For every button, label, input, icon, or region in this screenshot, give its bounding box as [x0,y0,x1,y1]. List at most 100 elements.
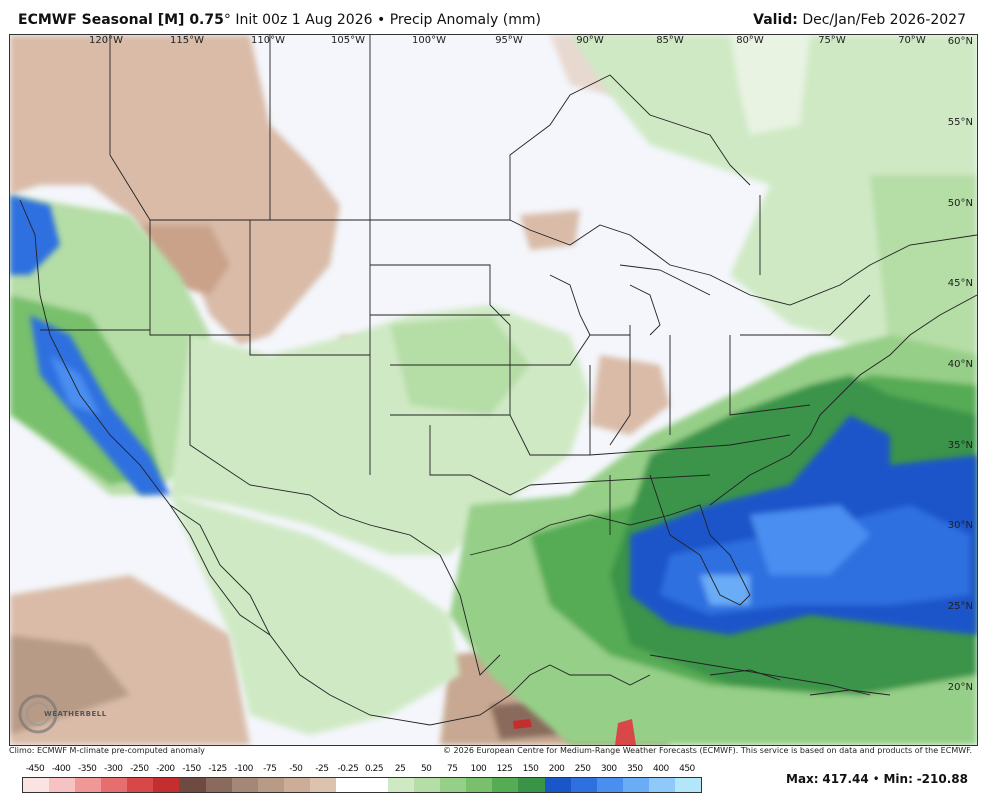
lat-label: 25°N [947,601,973,612]
legend-tick: 125 [496,764,513,774]
legend-tick: 300 [600,764,617,774]
climo-note: Climo: ECMWF M-climate pre-computed anom… [9,746,205,755]
lon-label: 70°W [898,35,926,46]
legend-tick: -200 [156,764,175,774]
very-wet-anomaly-regions [10,195,977,635]
legend-swatch [101,778,128,792]
lat-label: 45°N [947,278,973,289]
geographic-boundaries [19,35,977,726]
lon-label: 105°W [331,35,365,46]
legend-tick: 250 [574,764,591,774]
lat-label: 60°N [947,36,973,47]
init-time: Init 00z 1 Aug 2026 [235,12,373,28]
legend-tick: -300 [104,764,123,774]
legend-swatch [648,778,675,792]
lon-label: 95°W [495,35,523,46]
lat-label: 20°N [947,682,973,693]
lon-label: 90°W [576,35,604,46]
lon-label: 75°W [818,35,846,46]
legend-swatch [231,778,258,792]
legend-tick: -75 [263,764,277,774]
graticule [105,35,913,41]
map-canvas [10,35,977,745]
lon-label: 85°W [656,35,684,46]
legend-swatch [309,778,336,792]
valid-label: Valid: [753,12,798,28]
legend-swatch [518,778,545,792]
header: ECMWF Seasonal [M] 0.75° Init 00z 1 Aug … [0,0,984,34]
lat-label: 30°N [947,520,973,531]
legend-swatch [205,778,232,792]
legend-tick: -25 [315,764,329,774]
legend-swatch [283,778,310,792]
legend-tick: -0.25 [337,764,359,774]
legend-swatch [335,778,363,792]
max-value: 417.44 [822,772,869,786]
legend-swatch [388,778,415,792]
legend-swatch [440,778,467,792]
degree-symbol: ° [223,12,231,28]
logo-swirl-icon [18,694,58,734]
legend-swatch [466,778,493,792]
lat-label: 35°N [947,440,973,451]
legend-tick: 200 [548,764,565,774]
lon-label: 120°W [89,35,123,46]
legend-swatch [75,778,102,792]
logo-text: WEATHERBELL [44,710,107,718]
lat-label: 50°N [947,198,973,209]
valid-period: Valid: Dec/Jan/Feb 2026-2027 [753,12,966,28]
legend-tick: -150 [182,764,201,774]
legend-swatch [49,778,76,792]
copyright-note: © 2026 European Centre for Medium-Range … [443,746,972,755]
legend-tick-labels: -450 -400 -350 -300 -250 -200 -150 -125 -100 -75 -… [22,764,700,776]
legend-swatch [257,778,284,792]
legend-tick: 50 [420,764,432,774]
legend-swatch [570,778,597,792]
extreme-patches [513,719,636,745]
min-label: Min: [883,772,913,786]
legend-tick: -250 [130,764,149,774]
weatherbell-logo: WEATHERBELL [16,693,106,735]
product-name: Precip Anomaly (mm) [389,12,541,28]
lon-label: 115°W [170,35,204,46]
lat-label: 40°N [947,359,973,370]
map-title: ECMWF Seasonal [M] 0.75° Init 00z 1 Aug … [18,12,541,28]
lon-label: 110°W [251,35,285,46]
legend-tick: 400 [653,764,669,774]
min-value: -210.88 [916,772,968,786]
legend-tick: -125 [208,764,227,774]
legend-swatch [179,778,206,792]
legend-swatch [153,778,180,792]
max-label: Max: [786,772,819,786]
legend-swatch [596,778,623,792]
legend-swatch [362,778,389,792]
legend-swatch [414,778,441,792]
legend-swatch [492,778,519,792]
legend-swatch [127,778,154,792]
legend-tick: -50 [289,764,303,774]
legend-tick: 25 [394,764,406,774]
lon-label: 80°W [736,35,764,46]
model-name: ECMWF Seasonal [M] 0.75 [18,12,224,28]
legend-tick: -350 [77,764,97,774]
legend-tick: 75 [447,764,458,774]
legend-tick: -450 [25,764,45,774]
legend-swatch [622,778,649,792]
legend-tick: -100 [234,764,253,774]
legend-tick: 100 [470,764,487,774]
max-min-stats: Max: 417.44 • Min: -210.88 [786,772,968,786]
legend-swatch [674,778,702,792]
stats-bullet: • [872,772,880,786]
lon-label: 100°W [412,35,446,46]
precip-anomaly-map: 120°W 115°W 110°W 105°W 100°W 95°W 90°W … [9,34,978,746]
valid-value: Dec/Jan/Feb 2026-2027 [802,12,966,28]
legend-swatch [23,778,50,792]
title-bullet: • [376,12,386,28]
legend-tick: -400 [51,764,71,774]
legend-tick: 350 [626,764,643,774]
legend-swatch [544,778,571,792]
legend-tick: 150 [522,764,539,774]
legend-tick: 450 [679,764,695,774]
legend-colorbar [22,777,702,793]
legend-tick: 0.25 [365,764,384,774]
